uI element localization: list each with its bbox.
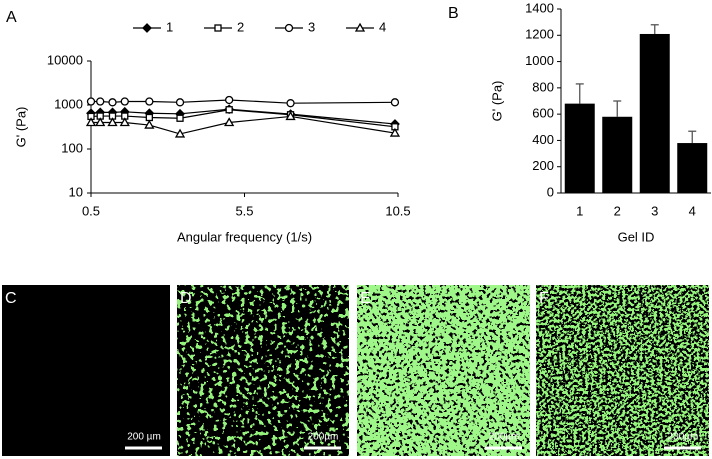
micrograph bbox=[2, 285, 170, 456]
series-line bbox=[91, 99, 395, 104]
marker bbox=[176, 114, 184, 122]
x-tick-label: 5.5 bbox=[235, 203, 253, 218]
series-line bbox=[91, 115, 396, 135]
marker bbox=[86, 97, 96, 106]
y-tick-label: 0 bbox=[547, 184, 554, 199]
x-tick-label: 0.5 bbox=[82, 203, 100, 218]
micrograph bbox=[357, 285, 530, 456]
marker bbox=[354, 22, 366, 32]
y-tick-label: 600 bbox=[532, 106, 554, 121]
micrograph bbox=[536, 285, 709, 456]
x-tick-label: 10.5 bbox=[385, 203, 410, 218]
marker bbox=[119, 117, 130, 127]
x-tick-label: 4 bbox=[689, 203, 696, 218]
y-tick-label: 10000 bbox=[47, 52, 83, 67]
x-tick-label: 2 bbox=[614, 203, 621, 218]
marker bbox=[120, 97, 129, 106]
marker bbox=[175, 98, 185, 107]
panel-label: B bbox=[448, 5, 459, 22]
marker bbox=[107, 117, 118, 127]
marker bbox=[285, 111, 296, 121]
micrograph-label: D bbox=[180, 290, 192, 307]
marker bbox=[85, 117, 97, 127]
marker bbox=[286, 99, 295, 108]
x-tick-label: 1 bbox=[576, 203, 583, 218]
scale-bar-label: 200µm bbox=[308, 432, 339, 443]
marker bbox=[389, 127, 401, 137]
micrograph-label: F bbox=[539, 290, 549, 307]
marker bbox=[284, 23, 294, 33]
marker bbox=[108, 98, 117, 107]
panel-label: A bbox=[6, 9, 17, 26]
micrograph bbox=[177, 285, 349, 456]
y-tick-label: 400 bbox=[532, 132, 554, 147]
y-tick-label: 200 bbox=[532, 158, 554, 173]
marker bbox=[174, 128, 186, 138]
legend-label: 2 bbox=[237, 19, 244, 34]
micrograph-label: C bbox=[5, 290, 17, 307]
marker bbox=[390, 98, 400, 107]
y-tick-label: 1400 bbox=[525, 0, 554, 15]
scale-bar-label: 200µm bbox=[668, 432, 699, 443]
bar bbox=[639, 33, 670, 193]
x-axis-label: Angular frequency (1/s) bbox=[177, 229, 312, 244]
marker bbox=[224, 117, 235, 127]
marker bbox=[142, 23, 152, 33]
marker bbox=[145, 113, 153, 122]
x-tick-label: 3 bbox=[651, 203, 658, 218]
marker bbox=[96, 97, 105, 106]
marker bbox=[214, 24, 222, 32]
y-axis-label: G' (Pa) bbox=[489, 81, 504, 122]
y-tick-label: 10 bbox=[69, 184, 83, 199]
marker bbox=[145, 97, 154, 106]
marker bbox=[225, 106, 233, 114]
legend-label: 3 bbox=[308, 19, 315, 34]
y-tick-label: 1200 bbox=[525, 27, 554, 42]
y-tick-label: 1000 bbox=[525, 53, 554, 68]
legend-label: 4 bbox=[379, 19, 386, 34]
bar bbox=[564, 103, 595, 193]
y-axis-label: G' (Pa) bbox=[13, 107, 28, 148]
scale-bar-label: 200 µm bbox=[127, 432, 161, 443]
marker bbox=[144, 119, 155, 129]
marker bbox=[95, 117, 106, 127]
bar bbox=[677, 143, 708, 193]
y-tick-label: 800 bbox=[532, 79, 554, 94]
marker bbox=[224, 95, 234, 105]
x-axis-label: Gel ID bbox=[618, 229, 655, 244]
y-tick-label: 100 bbox=[61, 140, 83, 155]
micrograph-label: E bbox=[360, 290, 371, 307]
legend-label: 1 bbox=[166, 19, 173, 34]
bar bbox=[602, 116, 633, 193]
scale-bar-label: 200µm bbox=[489, 432, 520, 443]
y-tick-label: 1000 bbox=[54, 96, 83, 111]
